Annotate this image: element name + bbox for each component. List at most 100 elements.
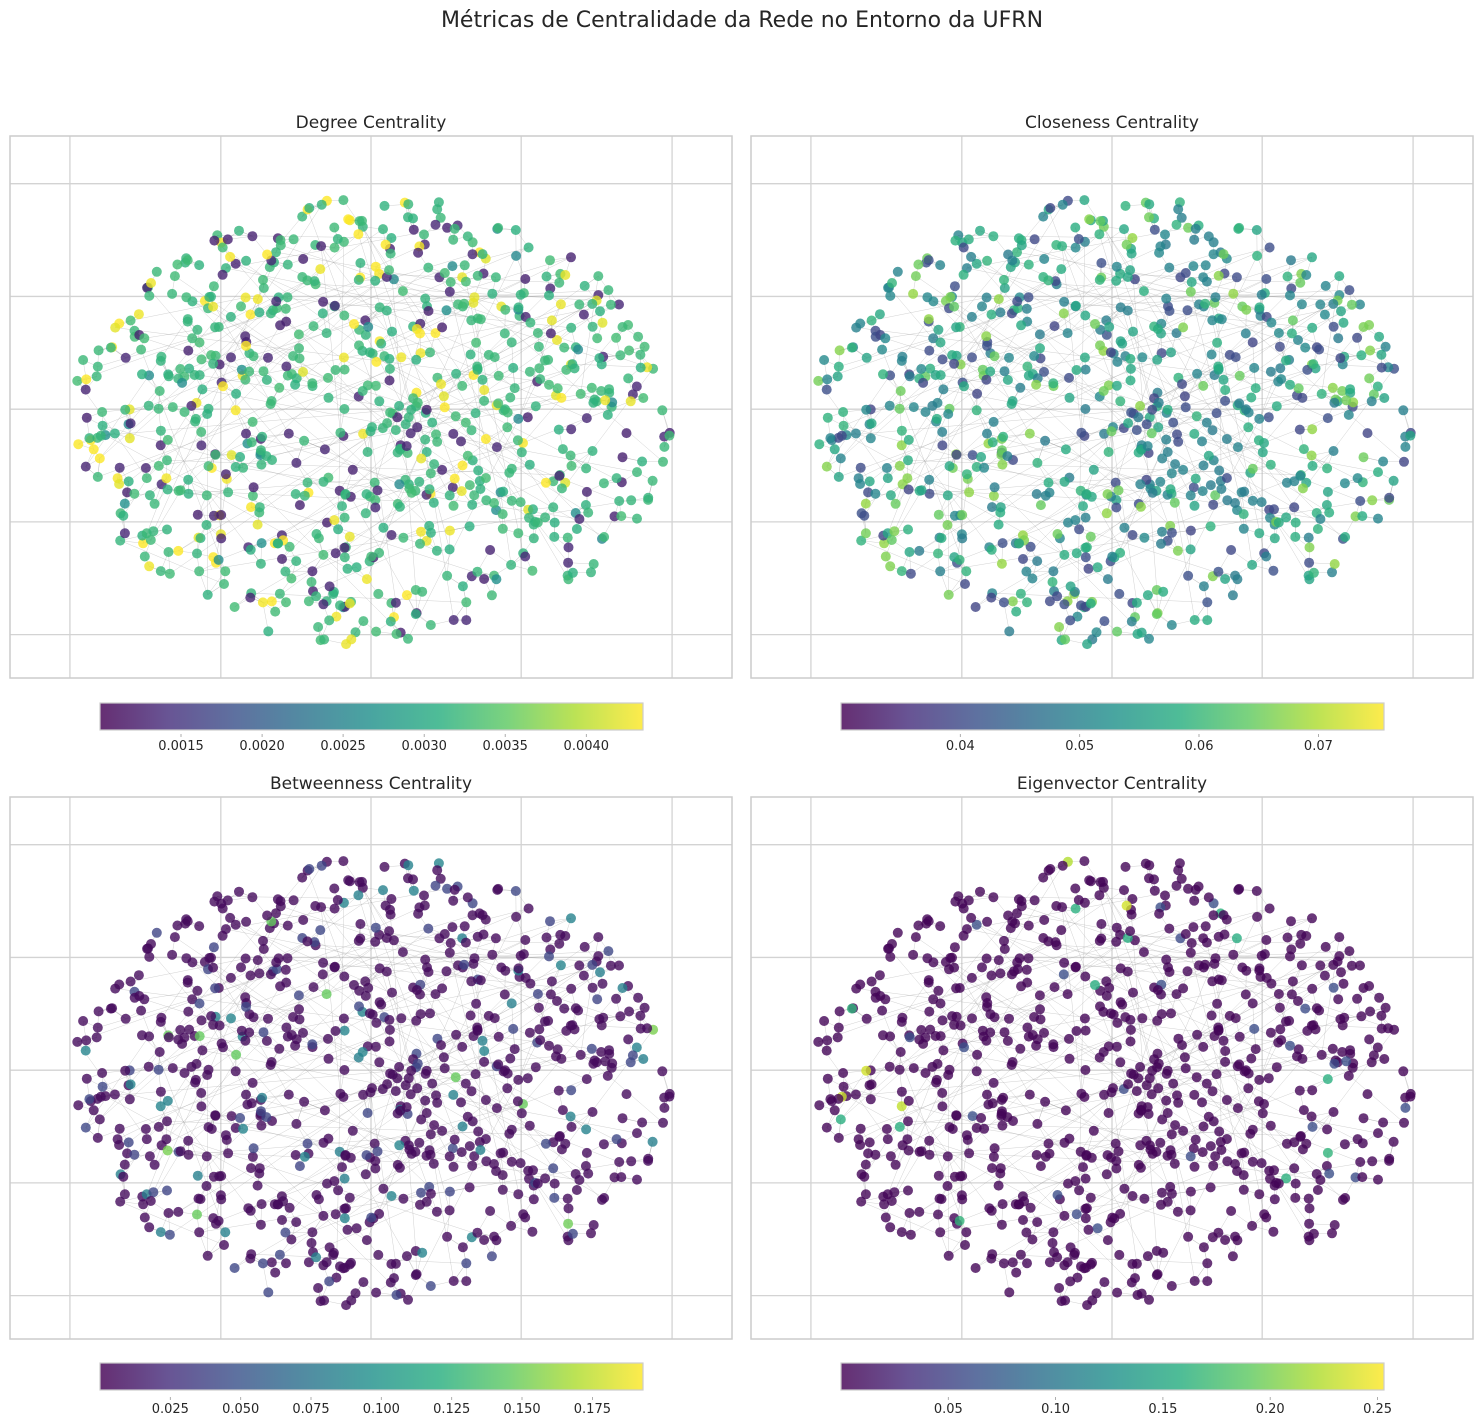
- network-node: [376, 338, 387, 349]
- network-node: [241, 340, 251, 351]
- network-node: [151, 266, 162, 277]
- network-node: [1152, 354, 1163, 365]
- network-node: [282, 292, 293, 303]
- network-node: [1138, 286, 1149, 297]
- network-node: [291, 457, 302, 468]
- network-node: [1307, 252, 1317, 263]
- gridlines: [10, 136, 732, 678]
- network-edge: [1100, 267, 1170, 330]
- network-node: [220, 566, 231, 577]
- network-node: [163, 371, 174, 382]
- plot-area: [9, 135, 733, 679]
- network-node: [532, 328, 543, 338]
- network-node: [421, 404, 432, 415]
- network-node: [579, 280, 590, 291]
- network-edge: [1223, 289, 1350, 381]
- network-node: [306, 577, 317, 587]
- network-node: [554, 470, 565, 481]
- network-node: [297, 211, 308, 222]
- network-node: [596, 386, 607, 396]
- network-node: [616, 511, 627, 522]
- network-edge: [144, 329, 198, 339]
- network-node: [1135, 501, 1146, 512]
- network-node: [882, 473, 893, 484]
- network-node: [120, 352, 131, 363]
- network-node: [335, 427, 346, 438]
- network-node: [587, 446, 598, 456]
- network-node: [441, 305, 452, 316]
- network-edge: [370, 431, 397, 603]
- network-node: [457, 380, 468, 391]
- network-node: [1090, 319, 1100, 329]
- network-edge: [449, 291, 503, 515]
- network-edge: [197, 369, 345, 515]
- network-node: [97, 407, 108, 417]
- network-node: [1048, 566, 1059, 577]
- network-node: [313, 622, 324, 632]
- network-node: [119, 498, 130, 509]
- network-node: [578, 309, 589, 320]
- panel-title: Degree Centrality: [296, 113, 447, 133]
- network-node: [1221, 473, 1232, 483]
- network-node: [438, 391, 449, 402]
- network-node: [937, 354, 948, 365]
- network-node: [1297, 483, 1308, 494]
- network-node: [586, 382, 597, 393]
- network-node: [1373, 467, 1383, 478]
- network-node: [172, 259, 183, 270]
- network-node: [1047, 577, 1058, 587]
- network-node: [475, 484, 486, 494]
- network-node: [238, 462, 249, 473]
- network-node: [1307, 460, 1318, 471]
- network-node: [540, 355, 550, 366]
- network-node: [210, 449, 221, 460]
- network-node: [1125, 353, 1136, 364]
- network-node: [459, 260, 470, 271]
- network-node: [1035, 500, 1046, 511]
- network-node: [1144, 199, 1155, 210]
- network-node: [1185, 544, 1196, 555]
- network-node: [554, 277, 565, 288]
- network-node: [286, 573, 297, 584]
- network-node: [1376, 349, 1387, 360]
- network-node: [1322, 486, 1333, 497]
- network-node: [294, 343, 304, 354]
- network-node: [449, 223, 460, 234]
- network-edge: [150, 325, 281, 541]
- network-node: [460, 276, 471, 287]
- network-node: [1021, 303, 1032, 314]
- network-node: [877, 344, 888, 355]
- network-node: [595, 306, 605, 317]
- network-node: [1405, 430, 1416, 441]
- network-node: [467, 249, 478, 260]
- network-node: [611, 473, 622, 484]
- network-node: [257, 431, 268, 442]
- network-node: [557, 444, 568, 455]
- network-node: [129, 488, 140, 499]
- network-node: [302, 275, 313, 286]
- network-node: [864, 476, 875, 487]
- network-node: [1102, 574, 1113, 585]
- network-node: [280, 303, 291, 314]
- network-node: [437, 464, 448, 475]
- network-node: [182, 255, 193, 266]
- network-node: [235, 452, 246, 462]
- network-edge: [235, 263, 587, 419]
- network-node: [510, 225, 521, 235]
- network-node: [1043, 275, 1054, 286]
- network-node: [265, 399, 276, 409]
- network-node: [218, 381, 228, 392]
- network-node: [1189, 500, 1200, 511]
- network-node: [370, 275, 381, 286]
- network-node: [1304, 557, 1315, 568]
- network-node: [177, 377, 188, 388]
- network-node: [889, 526, 900, 537]
- network-node: [587, 321, 598, 332]
- network-edge: [1122, 278, 1267, 344]
- network-node: [1273, 517, 1284, 528]
- network-node: [155, 425, 166, 436]
- network-node: [1344, 285, 1355, 296]
- network-node: [145, 535, 156, 545]
- network-node: [201, 490, 212, 501]
- network-node: [337, 501, 347, 512]
